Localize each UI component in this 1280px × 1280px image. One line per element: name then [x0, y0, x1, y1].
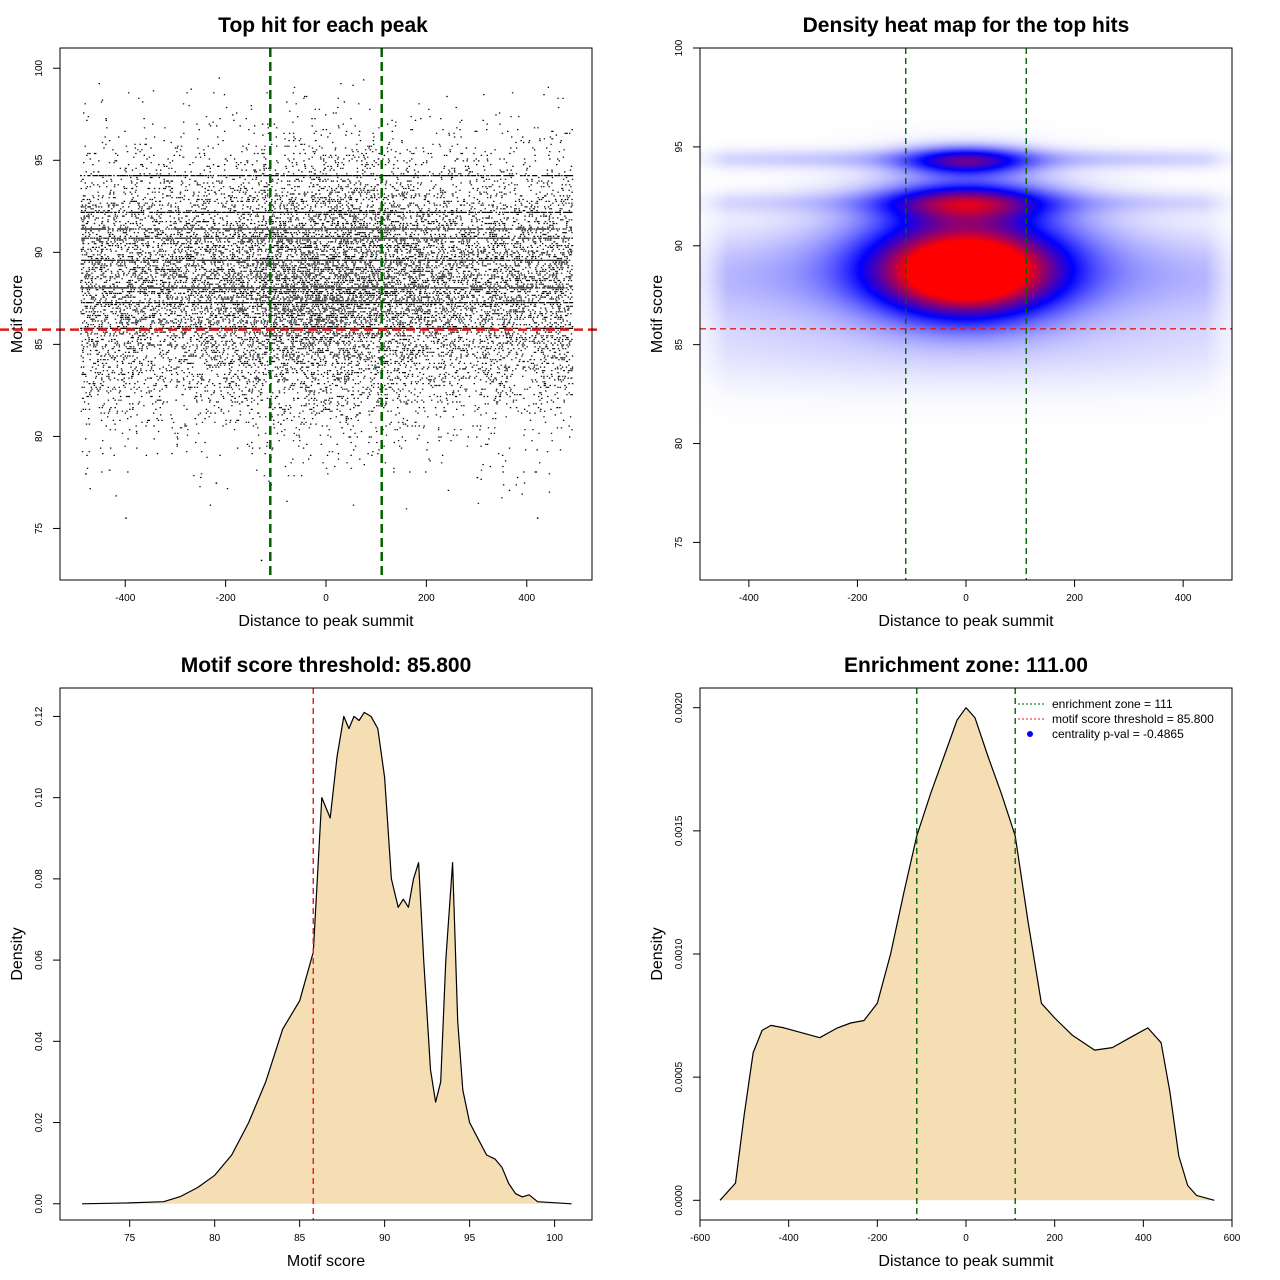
score-density-x-tick-label: 100 [546, 1233, 563, 1244]
heatmap-panel: Density heat map for the top hits Distan… [649, 14, 1233, 630]
scatter-xlabel: Distance to peak summit [238, 613, 414, 630]
position-density-y-tick-label: 0.0005 [674, 1061, 685, 1092]
score-density-x-tick-label: 90 [379, 1233, 391, 1244]
scatter-x-tick-label: 400 [518, 593, 535, 604]
score-density-panel: Motif score threshold: 85.800 Motif scor… [9, 654, 593, 1270]
score-density-title: Motif score threshold: 85.800 [181, 654, 472, 677]
scatter-panel: Top hit for each peak Distance to peak s… [0, 14, 600, 630]
scatter-point [476, 476, 479, 479]
position-density-area-fill [719, 707, 1215, 1201]
scatter-point [260, 559, 263, 562]
position-density-title: Enrichment zone: 111.00 [844, 654, 1088, 677]
score-density-ylabel: Density [9, 927, 26, 980]
position-density-reference-lines [916, 688, 1016, 1220]
scatter-y-tick-label: 90 [34, 246, 45, 258]
heatmap-y-tick-label: 100 [674, 39, 685, 56]
scatter-x-tick-label: 200 [418, 593, 435, 604]
heatmap-x-tick-label: 0 [963, 593, 969, 604]
scatter-y-tick-label: 85 [34, 338, 45, 350]
scatter-point [215, 482, 218, 484]
score-density-x-tick-label: 80 [209, 1233, 221, 1244]
heatmap-y-tick-label: 85 [674, 339, 685, 351]
score-density-area-fill [82, 712, 572, 1204]
score-density-y-tick-label: 0.10 [34, 787, 45, 807]
score-density-y-tick-label: 0.02 [34, 1112, 45, 1132]
scatter-points [80, 77, 574, 562]
score-density-xlabel: Motif score [287, 1253, 365, 1270]
position-density-density-curve [719, 707, 1215, 1201]
score-density-series [82, 711, 572, 1205]
position-density-ylabel: Density [649, 927, 666, 980]
position-density-axes: -600 -400 -200 0 200 400 600 0.0000 0.0005 0.0010… [674, 692, 1241, 1244]
position-density-y-tick-label: 0.0000 [674, 1185, 685, 1216]
position-density-x-tick-label: -600 [690, 1233, 710, 1244]
score-density-x-tick-label: 75 [124, 1233, 136, 1244]
heatmap-x-tick-label: 200 [1066, 593, 1083, 604]
scatter-y-tick-label: 100 [34, 59, 45, 76]
legend: enrichment zone = 111 motif score thresh… [1018, 697, 1214, 741]
position-density-y-tick-label: 0.0020 [674, 692, 685, 723]
score-density-x-tick-label: 85 [294, 1233, 306, 1244]
scatter-title: Top hit for each peak [218, 14, 428, 37]
score-density-axes: 75 80 85 90 95 100 0.00 0.02 0.04 0.06 0.08 0.10 0.1… [34, 706, 563, 1244]
position-density-x-tick-label: 0 [963, 1233, 969, 1244]
position-density-xlabel: Distance to peak summit [878, 1253, 1054, 1270]
scatter-point [85, 473, 87, 475]
position-density-x-tick-label: -200 [867, 1233, 887, 1244]
position-density-x-tick-label: 600 [1224, 1233, 1241, 1244]
legend-label-centrality: centrality p-val = -0.4865 [1052, 727, 1184, 741]
score-density-density-curve [82, 711, 572, 1205]
position-density-y-tick-label: 0.0010 [674, 938, 685, 969]
scatter-reference-lines [0, 48, 600, 580]
heatmap-x-tick-label: 400 [1175, 593, 1192, 604]
score-density-x-tick-label: 95 [464, 1233, 476, 1244]
heatmap-y-tick-label: 75 [674, 536, 685, 548]
heatmap-axes: -400 -200 0 200 400 75 80 85 90 95 100 [674, 39, 1192, 604]
heatmap-title: Density heat map for the top hits [803, 14, 1130, 37]
heatmap-y-tick-label: 80 [674, 438, 685, 450]
scatter-x-tick-label: -200 [216, 593, 236, 604]
scatter-point [125, 517, 127, 519]
scatter-ylabel: Motif score [9, 275, 26, 353]
heatmap-density-image [700, 48, 1232, 580]
scatter-y-tick-label: 80 [34, 430, 45, 442]
scatter-point [536, 517, 539, 519]
position-density-panel: Enrichment zone: 111.00 Distance to peak… [649, 654, 1241, 1270]
score-density-y-tick-label: 0.04 [34, 1031, 45, 1051]
score-density-y-tick-label: 0.12 [34, 706, 45, 726]
heatmap-ylabel: Motif score [649, 275, 666, 353]
heatmap-y-tick-label: 95 [674, 141, 685, 153]
position-density-series [719, 707, 1215, 1201]
position-density-x-tick-label: 200 [1046, 1233, 1063, 1244]
scatter-x-tick-label: 0 [323, 593, 329, 604]
heatmap-x-tick-label: -400 [739, 593, 759, 604]
position-density-y-tick-label: 0.0015 [674, 815, 685, 846]
scatter-axes: -400 -200 0 200 400 75 80 85 90 95 100 [34, 59, 536, 604]
legend-swatch-centrality [1027, 731, 1033, 737]
score-density-y-tick-label: 0.06 [34, 950, 45, 970]
heatmap-x-tick-label: -200 [847, 593, 867, 604]
heatmap-reference-lines [700, 48, 1232, 580]
scatter-y-tick-label: 95 [34, 154, 45, 166]
heatmap-xlabel: Distance to peak summit [878, 613, 1054, 630]
legend-label-enrichment-zone: enrichment zone = 111 [1052, 697, 1173, 711]
scatter-y-tick-label: 75 [34, 522, 45, 534]
legend-label-threshold: motif score threshold = 85.800 [1052, 712, 1214, 726]
score-density-y-tick-label: 0.00 [34, 1194, 45, 1214]
position-density-x-tick-label: -400 [779, 1233, 799, 1244]
scatter-point-cloud [80, 77, 574, 510]
score-density-y-tick-label: 0.08 [34, 869, 45, 889]
position-density-x-tick-label: 400 [1135, 1233, 1152, 1244]
heatmap-y-tick-label: 90 [674, 240, 685, 252]
scatter-x-tick-label: -400 [115, 593, 135, 604]
